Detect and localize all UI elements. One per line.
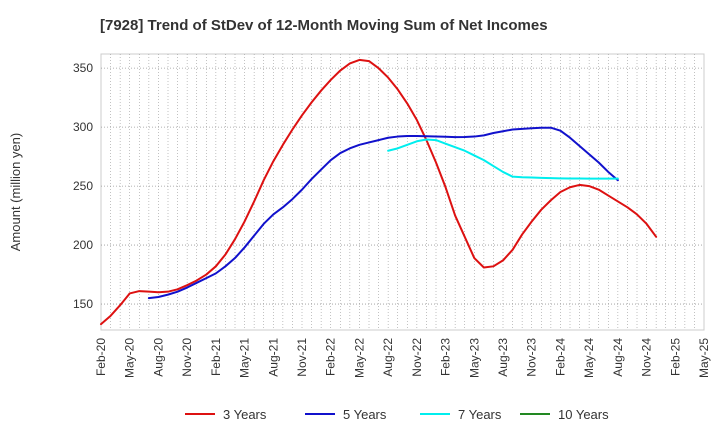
x-tick-label: Feb-25 (668, 338, 682, 376)
series-line-7-years (387, 138, 619, 180)
series-lines (100, 58, 658, 326)
x-tick-label: Aug-21 (266, 338, 280, 377)
chart-title: [7928] Trend of StDev of 12-Month Moving… (100, 17, 548, 34)
legend-label: 5 Years (343, 407, 387, 422)
x-tick-label: Feb-24 (553, 338, 567, 376)
x-tick-label: May-24 (582, 338, 596, 378)
x-tick-label: Nov-24 (640, 338, 654, 377)
legend: 3 Years 5 Years 7 Years 10 Years (185, 407, 609, 422)
y-tick-label: 150 (73, 297, 93, 311)
x-tick-label: Aug-20 (151, 338, 165, 377)
x-tick-label: Feb-23 (439, 338, 453, 376)
x-tick-label: May-21 (238, 338, 252, 378)
x-tick-label: May-22 (352, 338, 366, 378)
x-tick-label: Nov-22 (410, 338, 424, 377)
y-axis-ticks: 150 200 250 300 350 (73, 61, 93, 311)
y-tick-label: 300 (73, 120, 93, 134)
x-tick-label: Aug-22 (381, 338, 395, 377)
legend-label: 10 Years (558, 407, 609, 422)
y-axis-label: Amount (million yen) (8, 133, 23, 252)
y-tick-label: 350 (73, 61, 93, 75)
y-tick-label: 250 (73, 179, 93, 193)
x-tick-label: Feb-21 (209, 338, 223, 376)
x-tick-label: Aug-23 (496, 338, 510, 377)
legend-label: 3 Years (223, 407, 267, 422)
x-tick-label: Feb-20 (94, 338, 108, 376)
y-tick-label: 200 (73, 238, 93, 252)
x-tick-label: May-20 (123, 338, 137, 378)
legend-label: 7 Years (458, 407, 502, 422)
series-line-3-years (100, 58, 658, 326)
x-tick-label: Nov-23 (525, 338, 539, 377)
x-tick-label: Aug-24 (611, 338, 625, 377)
x-tick-label: Nov-21 (295, 338, 309, 377)
x-axis-ticks: Feb-20 May-20 Aug-20 Nov-20 Feb-21 May-21 Aug-… (94, 338, 711, 378)
grid (101, 54, 704, 330)
x-tick-label: Feb-22 (324, 338, 338, 376)
x-tick-label: May-25 (697, 338, 711, 378)
x-tick-label: Nov-20 (180, 338, 194, 377)
x-tick-label: May-23 (467, 338, 481, 378)
series-line-5-years (147, 126, 619, 300)
